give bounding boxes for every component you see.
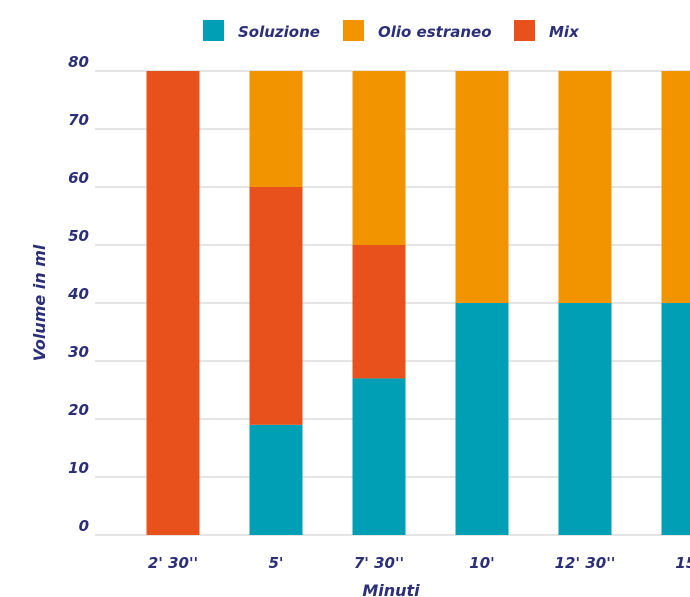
x-tick-label: 10': [469, 554, 494, 572]
y-axis-title: Volume in ml: [30, 244, 49, 361]
legend-swatch: [343, 20, 364, 41]
x-axis-title: Minuti: [362, 581, 420, 597]
x-tick-label: 7' 30'': [354, 554, 404, 572]
x-tick-label: 15': [675, 554, 690, 572]
legend-label: Soluzione: [238, 23, 320, 41]
legend-swatch: [514, 20, 535, 41]
legend-item: Olio estraneo: [343, 20, 492, 41]
y-tick-label: 10: [68, 459, 89, 477]
y-tick-label: 20: [68, 401, 89, 419]
bar-segment-olio-estraneo: [455, 71, 509, 303]
bar-segment-soluzione: [249, 424, 303, 535]
x-tick-label: 5': [268, 554, 283, 572]
bar-segment-mix: [352, 245, 406, 379]
legend-item: Soluzione: [203, 20, 320, 41]
bars: [146, 71, 690, 535]
bar-segment-mix: [249, 187, 303, 425]
bar-segment-olio-estraneo: [558, 71, 612, 303]
y-tick-label: 80: [68, 53, 89, 71]
x-tick-label: 2' 30'': [148, 554, 198, 572]
bar-segment-soluzione: [455, 303, 509, 535]
y-tick-label: 50: [68, 227, 89, 245]
y-axis-ticks: 0 10 20 30 40 50 60 70 80: [67, 53, 89, 535]
legend-label: Olio estraneo: [378, 23, 492, 41]
legend-label: Mix: [549, 23, 580, 41]
legend-swatch: [203, 20, 224, 41]
y-tick-label: 70: [68, 111, 89, 129]
bar-segment-soluzione: [558, 303, 612, 535]
bar-segment-soluzione: [352, 378, 406, 535]
bar-segment-olio-estraneo: [661, 71, 690, 303]
bar-segment-olio-estraneo: [352, 71, 406, 245]
legend-item: Mix: [514, 20, 580, 41]
x-axis-ticks: 2' 30'' 5' 7' 30'' 10' 12' 30'' 15': [148, 554, 690, 572]
bar-segment-soluzione: [661, 303, 690, 535]
bar-segment-mix: [146, 71, 200, 535]
y-tick-label: 0: [79, 517, 89, 535]
legend: Soluzione Olio estraneo Mix: [203, 20, 580, 41]
y-tick-label: 60: [68, 169, 89, 187]
y-tick-label: 30: [68, 343, 89, 361]
bar-segment-olio-estraneo: [249, 71, 303, 187]
x-tick-label: 12' 30'': [555, 554, 616, 572]
y-tick-label: 40: [67, 285, 89, 303]
